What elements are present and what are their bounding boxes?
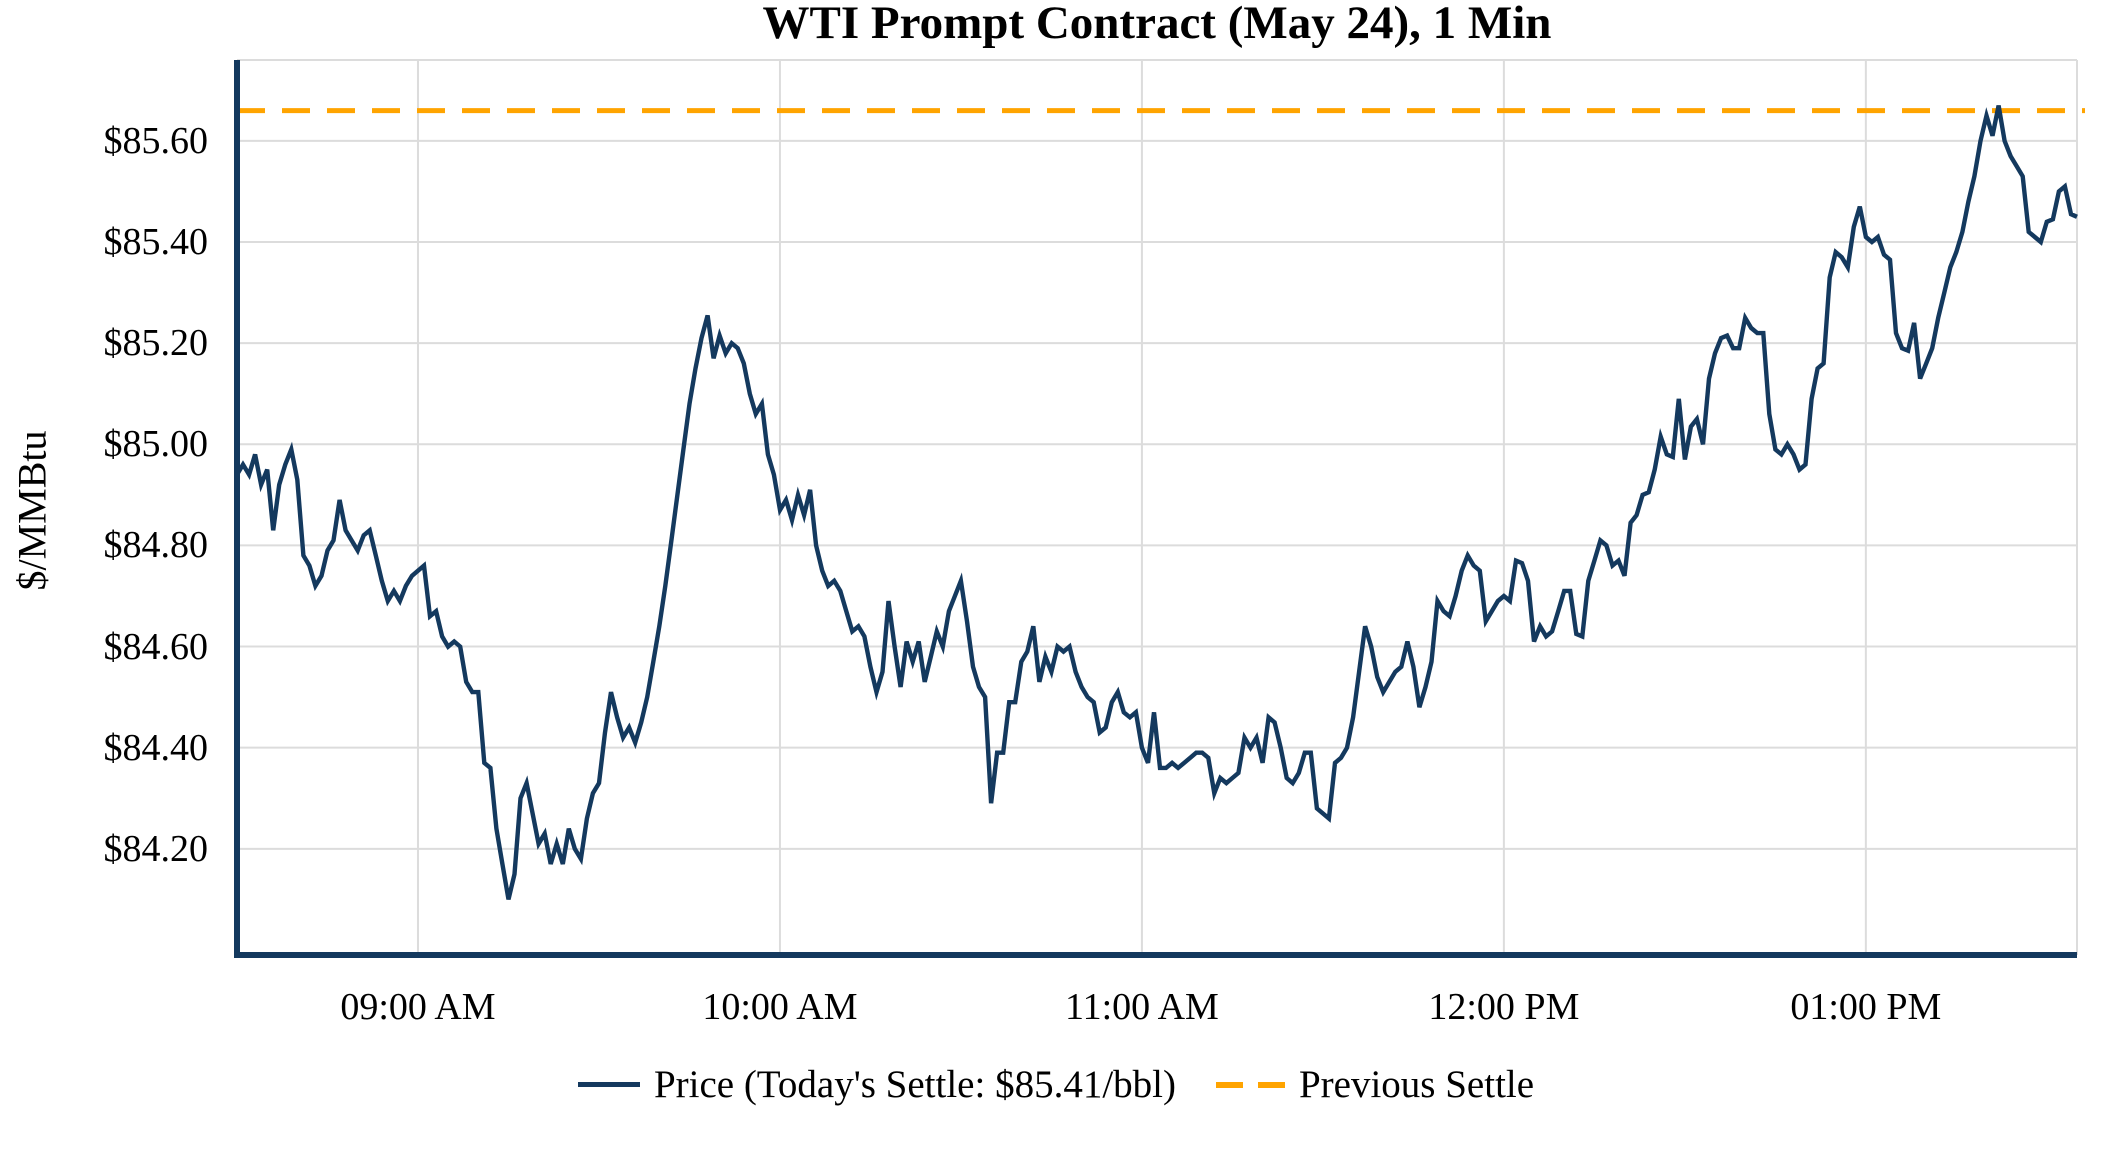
x-tick-label: 09:00 AM — [340, 986, 496, 1028]
x-tick-label: 11:00 AM — [1065, 986, 1219, 1028]
legend-previous-settle-label: Previous Settle — [1298, 1063, 1535, 1106]
previous-settle-swatch — [1215, 1081, 1285, 1088]
y-tick-label: $84.20 — [103, 827, 209, 870]
y-tick-label: $85.20 — [103, 322, 209, 365]
x-tick-label: 10:00 AM — [702, 986, 858, 1028]
y-tick-label: $85.40 — [103, 221, 209, 264]
x-tick-label: 12:00 PM — [1428, 986, 1580, 1028]
x-tick-label: 01:00 PM — [1790, 986, 1942, 1028]
legend-price-label: Price (Today's Settle: $85.41/bbl) — [653, 1063, 1176, 1106]
y-tick-label: $85.60 — [103, 119, 209, 162]
price-line — [235, 105, 2078, 900]
y-tick-label: $84.60 — [103, 625, 209, 668]
price-line-swatch — [577, 1082, 640, 1087]
y-tick-label: $84.40 — [103, 726, 209, 769]
y-tick-label: $84.80 — [103, 524, 209, 567]
y-tick-label: $85.00 — [103, 423, 209, 466]
chart-title: WTI Prompt Contract (May 24), 1 Min — [762, 0, 1552, 49]
legend: Price (Today's Settle: $85.41/bbl) Previ… — [0, 1062, 2112, 1107]
